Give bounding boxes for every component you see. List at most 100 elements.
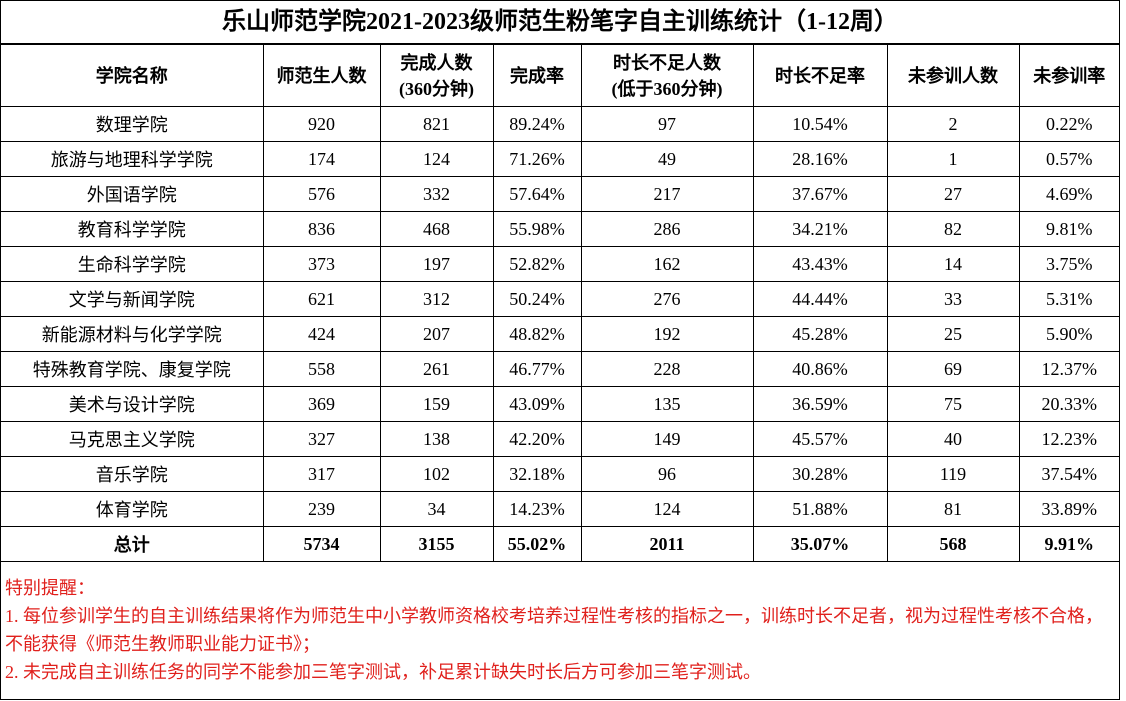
cell: 30.28%: [752, 456, 888, 492]
data-row: 马克思主义学院 327 138 42.20% 149 45.57% 40 12.23%: [1, 421, 1119, 457]
cell: 34.21%: [752, 211, 888, 247]
header-text: 时长不足人数: [613, 52, 721, 73]
header-cell: 师范生人数: [262, 44, 381, 107]
cell: 621: [262, 281, 381, 317]
cell: 159: [379, 386, 494, 422]
cell: 369: [262, 386, 381, 422]
cell: 5.90%: [1018, 316, 1119, 352]
data-row: 生命科学学院 373 197 52.82% 162 43.43% 14 3.75%: [1, 246, 1119, 282]
cell: 89.24%: [492, 106, 582, 142]
cell: 2: [886, 106, 1020, 142]
cell: 197: [379, 246, 494, 282]
cell: 174: [262, 141, 381, 177]
note-item: 1. 每位参训学生的自主训练结果将作为师范生中小学教师资格校考培养过程性考核的指…: [5, 606, 1103, 654]
cell: 49: [580, 141, 754, 177]
cell: 207: [379, 316, 494, 352]
cell: 1: [886, 141, 1020, 177]
cell: 69: [886, 351, 1020, 387]
total-cell: 总计: [1, 526, 264, 562]
cell: 马克思主义学院: [1, 421, 264, 457]
notes: 特别提醒： 1. 每位参训学生的自主训练结果将作为师范生中小学教师资格校考培养过…: [1, 562, 1119, 686]
cell: 10.54%: [752, 106, 888, 142]
cell: 9.81%: [1018, 211, 1119, 247]
note-item: 2. 未完成自主训练任务的同学不能参加三笔字测试，补足累计缺失时长后方可参加三笔…: [5, 662, 761, 682]
cell: 12.23%: [1018, 421, 1119, 457]
cell: 46.77%: [492, 351, 582, 387]
total-cell: 2011: [580, 526, 754, 562]
cell: 96: [580, 456, 754, 492]
cell: 生命科学学院: [1, 246, 264, 282]
cell: 34: [379, 491, 494, 527]
cell: 14.23%: [492, 491, 582, 527]
cell: 102: [379, 456, 494, 492]
data-row: 教育科学学院 836 468 55.98% 286 34.21% 82 9.81%: [1, 211, 1119, 247]
cell: 33.89%: [1018, 491, 1119, 527]
cell: 4.69%: [1018, 176, 1119, 212]
data-row: 体育学院 239 34 14.23% 124 51.88% 81 33.89%: [1, 491, 1119, 527]
cell: 332: [379, 176, 494, 212]
header-text: (360分钟): [399, 78, 474, 99]
cell: 25: [886, 316, 1020, 352]
data-row: 旅游与地理科学学院 174 124 71.26% 49 28.16% 1 0.57%: [1, 141, 1119, 177]
total-cell: 9.91%: [1018, 526, 1119, 562]
data-row: 文学与新闻学院 621 312 50.24% 276 44.44% 33 5.31%: [1, 281, 1119, 317]
cell: 音乐学院: [1, 456, 264, 492]
cell: 外国语学院: [1, 176, 264, 212]
cell: 40: [886, 421, 1020, 457]
cell: 138: [379, 421, 494, 457]
cell: 44.44%: [752, 281, 888, 317]
cell: 373: [262, 246, 381, 282]
data-row: 外国语学院 576 332 57.64% 217 37.67% 27 4.69%: [1, 176, 1119, 212]
cell: 32.18%: [492, 456, 582, 492]
cell: 576: [262, 176, 381, 212]
cell: 数理学院: [1, 106, 264, 142]
cell: 276: [580, 281, 754, 317]
cell: 36.59%: [752, 386, 888, 422]
cell: 美术与设计学院: [1, 386, 264, 422]
cell: 50.24%: [492, 281, 582, 317]
header-text: 完成率: [510, 65, 564, 86]
cell: 286: [580, 211, 754, 247]
cell: 33: [886, 281, 1020, 317]
cell: 45.28%: [752, 316, 888, 352]
total-cell: 5734: [262, 526, 381, 562]
cell: 468: [379, 211, 494, 247]
cell: 20.33%: [1018, 386, 1119, 422]
data-row: 美术与设计学院 369 159 43.09% 135 36.59% 75 20.33%: [1, 386, 1119, 422]
cell: 82: [886, 211, 1020, 247]
header-text: (低于360分钟): [611, 78, 723, 99]
header-text: 未参训率: [1033, 65, 1106, 86]
cell: 体育学院: [1, 491, 264, 527]
cell: 43.43%: [752, 246, 888, 282]
notes-label: 特别提醒：: [5, 578, 95, 598]
cell: 81: [886, 491, 1020, 527]
cell: 228: [580, 351, 754, 387]
header-text: 时长不足率: [775, 65, 865, 86]
cell: 558: [262, 351, 381, 387]
cell: 文学与新闻学院: [1, 281, 264, 317]
cell: 40.86%: [752, 351, 888, 387]
cell: 55.98%: [492, 211, 582, 247]
cell: 124: [379, 141, 494, 177]
header-text: 完成人数: [400, 52, 473, 73]
cell: 424: [262, 316, 381, 352]
data-row: 数理学院 920 821 89.24% 97 10.54% 2 0.22%: [1, 106, 1119, 142]
header-cell: 时长不足人数 (低于360分钟): [580, 44, 754, 107]
cell: 71.26%: [492, 141, 582, 177]
cell: 特殊教育学院、康复学院: [1, 351, 264, 387]
cell: 162: [580, 246, 754, 282]
cell: 836: [262, 211, 381, 247]
cell: 0.22%: [1018, 106, 1119, 142]
title: 乐山师范学院2021-2023级师范生粉笔字自主训练统计（1-12周）: [1, 1, 1119, 44]
cell: 42.20%: [492, 421, 582, 457]
header-cell: 学院名称: [1, 44, 264, 107]
header-cell: 完成率: [492, 44, 582, 107]
cell: 217: [580, 176, 754, 212]
cell: 97: [580, 106, 754, 142]
total-cell: 3155: [379, 526, 494, 562]
cell: 14: [886, 246, 1020, 282]
cell: 45.57%: [752, 421, 888, 457]
header-cell: 未参训率: [1018, 44, 1119, 107]
cell: 43.09%: [492, 386, 582, 422]
